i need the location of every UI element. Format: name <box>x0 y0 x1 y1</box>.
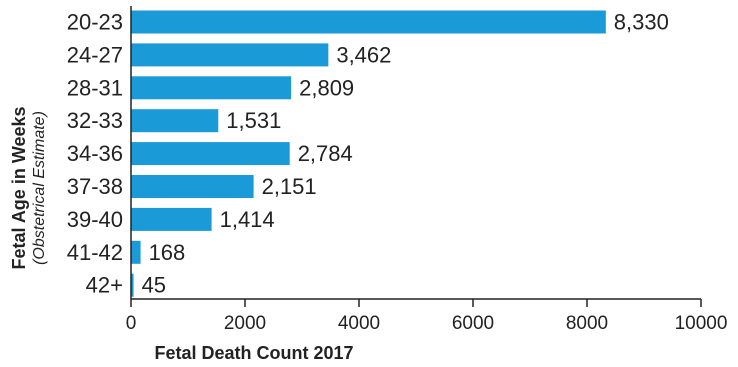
x-tick-label-2000: 2000 <box>224 313 266 334</box>
value-labels-group: 8,330 3,462 2,809 1,531 2,784 2,151 1,414 168 45 <box>142 10 669 298</box>
bar-32-33 <box>131 109 219 133</box>
bar-37-38 <box>131 175 254 198</box>
y-axis-subtitle: (Obstetrical Estimate) <box>31 111 48 265</box>
bar-41-42 <box>131 240 141 264</box>
category-label-39-40: 39-40 <box>67 207 123 232</box>
category-label-41-42: 41-42 <box>67 240 123 265</box>
x-tick-label-0: 0 <box>126 313 137 334</box>
bar-34-36 <box>131 142 290 166</box>
x-tick-label-6000: 6000 <box>452 313 494 334</box>
bar-20-23 <box>131 10 606 34</box>
bar-42+ <box>131 273 134 297</box>
x-tick-label-8000: 8000 <box>566 313 608 334</box>
category-label-42+: 42+ <box>86 273 123 298</box>
value-label-42+: 45 <box>142 273 166 298</box>
bars-group <box>131 10 606 297</box>
x-tick-label-4000: 4000 <box>338 313 380 334</box>
value-label-32-33: 1,531 <box>226 108 281 133</box>
value-label-28-31: 2,809 <box>299 75 354 100</box>
category-label-24-27: 24-27 <box>67 42 123 67</box>
category-label-20-23: 20-23 <box>67 10 123 35</box>
value-label-41-42: 168 <box>149 240 186 265</box>
x-ticks-group: 0 2000 4000 6000 8000 10000 <box>126 299 728 334</box>
bar-28-31 <box>131 76 292 100</box>
category-label-32-33: 32-33 <box>67 108 123 133</box>
category-labels-group: 20-23 24-27 28-31 32-33 34-36 37-38 39-40 41-42… <box>67 10 123 298</box>
bar-24-27 <box>131 43 329 67</box>
x-tick-label-10000: 10000 <box>675 313 728 334</box>
value-label-20-23: 8,330 <box>614 10 669 35</box>
category-label-28-31: 28-31 <box>67 75 123 100</box>
bar-39-40 <box>131 207 212 231</box>
value-label-34-36: 2,784 <box>298 141 353 166</box>
category-label-34-36: 34-36 <box>67 141 123 166</box>
y-axis-title: Fetal Age in Weeks <box>9 106 29 269</box>
value-label-39-40: 1,414 <box>220 207 275 232</box>
value-label-37-38: 2,151 <box>262 174 317 199</box>
value-label-24-27: 3,462 <box>336 42 391 67</box>
x-axis-title: Fetal Death Count 2017 <box>154 343 353 363</box>
category-label-37-38: 37-38 <box>67 174 123 199</box>
